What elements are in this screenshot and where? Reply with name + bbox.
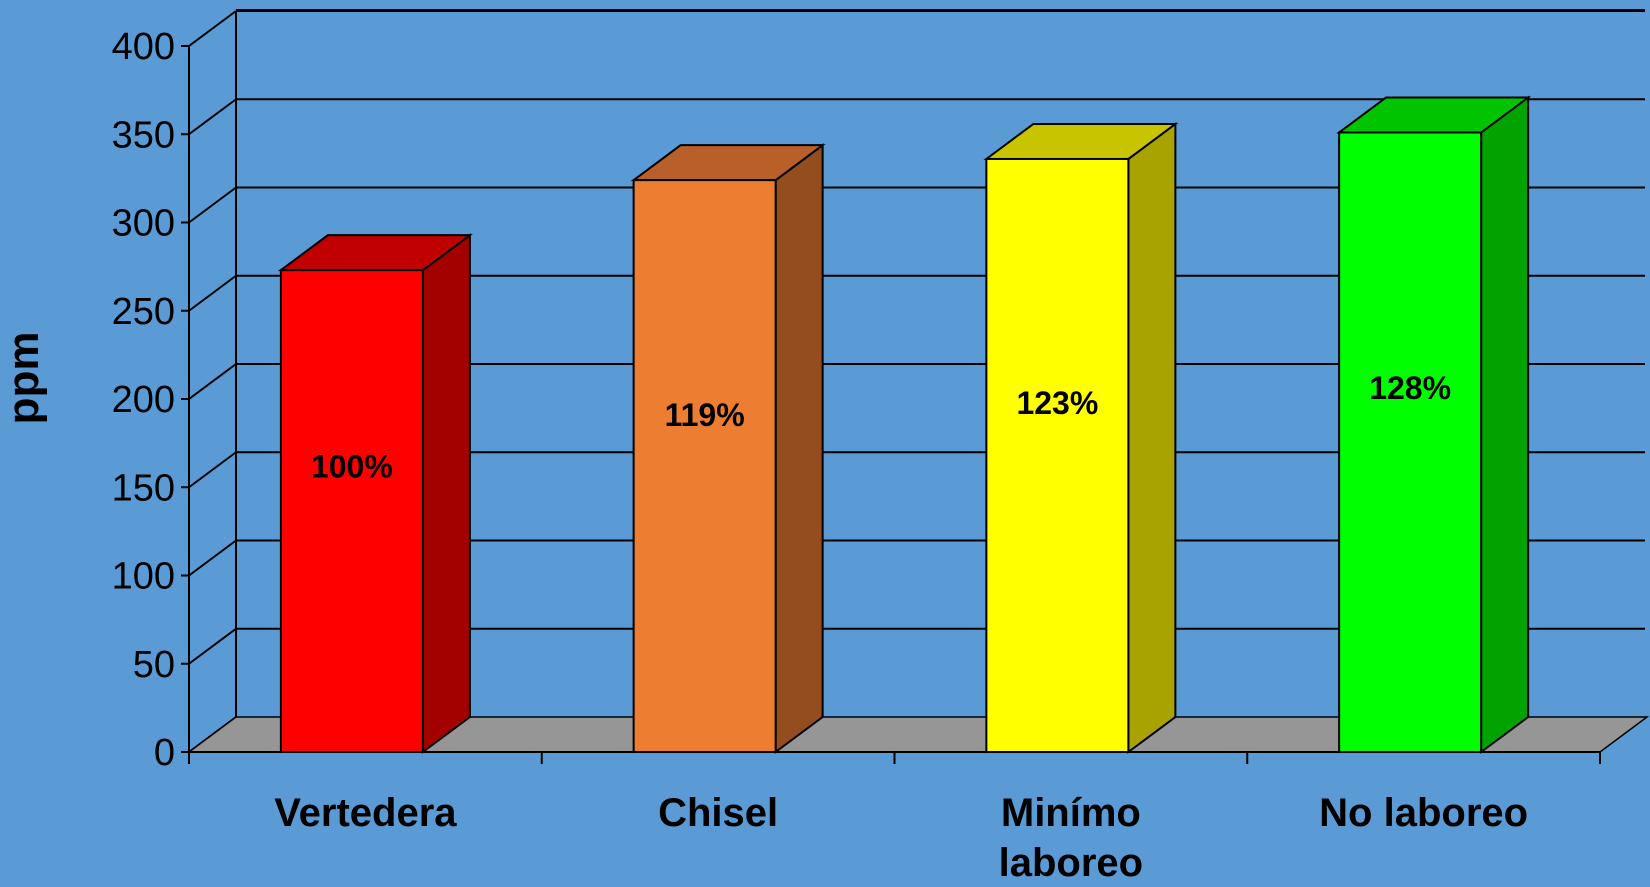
- gridline-connector: [188, 186, 237, 224]
- y-tick-label: 50: [133, 644, 175, 686]
- bar-front-face: [985, 157, 1130, 753]
- data-label: 123%: [1016, 385, 1098, 421]
- y-tick-label: 0: [154, 732, 175, 774]
- gridline-connector: [188, 274, 237, 312]
- bar-side-face: [774, 143, 824, 754]
- bar-front-face: [1338, 131, 1483, 754]
- y-tick-label: 400: [112, 26, 175, 68]
- data-label: 119%: [665, 397, 745, 433]
- gridline-connector: [188, 10, 237, 47]
- gridline-connector: [188, 98, 237, 136]
- y-tick-label: 200: [112, 379, 175, 421]
- gridline-connector: [188, 627, 237, 665]
- y-tick-label: 350: [112, 114, 175, 156]
- bar-side-face: [1480, 95, 1530, 754]
- data-label: 128%: [1369, 370, 1451, 406]
- x-tick-label: Minímo: [1001, 791, 1141, 835]
- x-tick-label: Chisel: [658, 791, 778, 835]
- y-tick-label: 100: [112, 556, 175, 598]
- bar: [630, 143, 826, 754]
- bar: [1336, 95, 1532, 754]
- bar-front-face: [279, 269, 424, 753]
- bar-front-face: [632, 179, 777, 753]
- bar-side-face: [1127, 121, 1177, 754]
- gridline-connector: [188, 363, 237, 400]
- y-tick-label: 150: [112, 467, 175, 509]
- data-label: 100%: [311, 448, 393, 484]
- labels-layer: 100% Vertedera 119% Chisel 123% Minímo laboreo…: [274, 370, 1528, 885]
- bar: [983, 121, 1179, 754]
- bars-layer: [277, 95, 1532, 754]
- x-tick-label: No laboreo: [1319, 791, 1528, 835]
- y-tick-label: 300: [112, 203, 175, 245]
- bar-side-face: [421, 233, 471, 754]
- y-axis-title: ppm: [0, 332, 48, 425]
- x-tick-label: laboreo: [999, 841, 1143, 885]
- gridline-connector: [188, 451, 237, 489]
- gridline-connector: [188, 539, 237, 577]
- y-tick-label: 250: [112, 291, 175, 333]
- bar: [277, 233, 473, 754]
- x-tick-label: Vertedera: [274, 791, 457, 835]
